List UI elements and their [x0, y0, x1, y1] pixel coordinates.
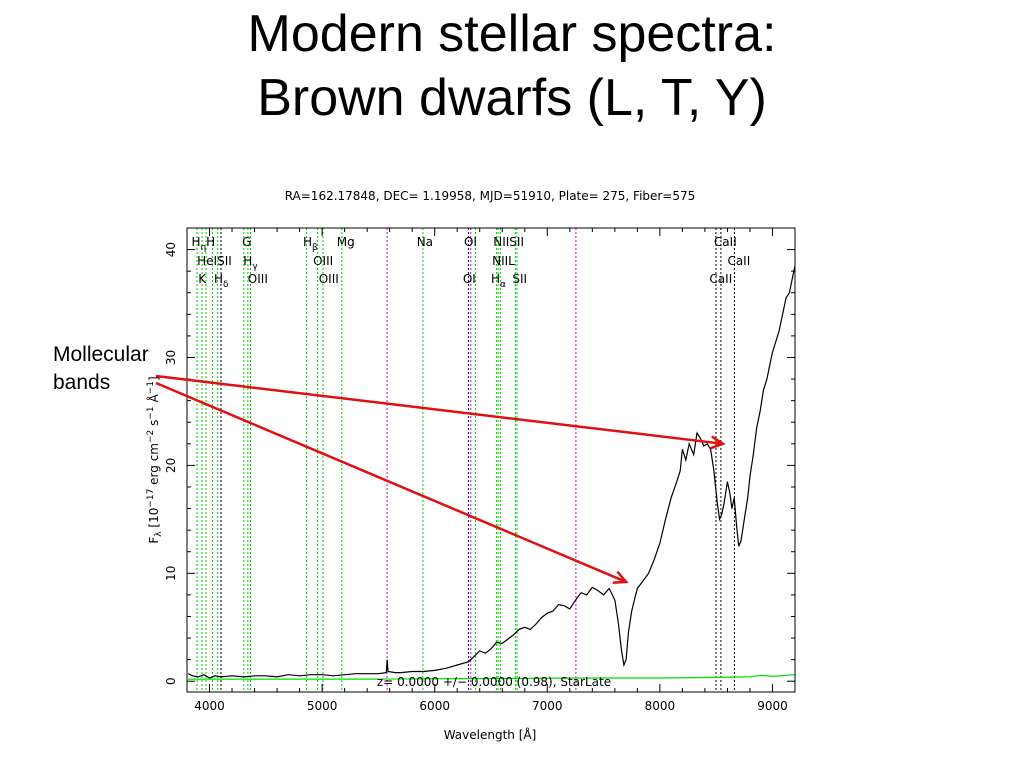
- line-label-7: NIISII: [493, 235, 524, 249]
- line-label-20: SII: [512, 272, 527, 286]
- y-label-main: F: [147, 537, 161, 544]
- line-label-14: K: [198, 272, 207, 286]
- redshift-annotation: z= 0.0000 +/− 0.0000 (0.98), StarLate: [377, 675, 611, 689]
- line-label-3: Hβ: [303, 235, 318, 253]
- y-axis-ticks: 0 10 20 30 40: [164, 227, 795, 685]
- y-label-sub: λ: [154, 531, 164, 537]
- x-tick-label-0: 4000: [194, 699, 225, 713]
- y-label-exp4: −1: [146, 381, 156, 394]
- series-line-1: [188, 674, 796, 680]
- y-label-exp3: −1: [146, 406, 156, 419]
- y-label-close: ]: [147, 376, 161, 381]
- y-label-exp2: −2: [146, 430, 156, 443]
- callout-arrow-1: [155, 381, 627, 584]
- data-series: [187, 265, 796, 680]
- slide-title-line2: Brown dwarfs (L, T, Y): [257, 69, 767, 127]
- y-tick-label-2: 20: [164, 458, 178, 473]
- y-tick-label-3: 30: [164, 350, 178, 365]
- y-tick-label-1: 10: [164, 566, 178, 581]
- y-label-mid: erg cm: [147, 443, 161, 489]
- x-axis-ticks: 4000 5000 6000 7000 8000 9000: [186, 228, 796, 713]
- line-label-12: NIIL: [492, 254, 515, 268]
- x-axis-label: Wavelength [Å]: [444, 727, 537, 742]
- line-label-9: HeISII: [197, 254, 232, 268]
- line-label-4: Mg: [337, 235, 355, 249]
- callout-arrow-0: [155, 374, 724, 446]
- plot-title: RA=162.17848, DEC= 1.19958, MJD=51910, P…: [285, 189, 696, 203]
- line-label-18: OI: [463, 272, 476, 286]
- line-label-8: CaII: [714, 235, 737, 249]
- line-label-19: Hα: [491, 272, 506, 290]
- line-label-1: H: [206, 235, 215, 249]
- x-tick-label-5: 9000: [757, 699, 788, 713]
- line-label-16: OIII: [248, 272, 268, 286]
- x-tick-label-2: 6000: [419, 699, 450, 713]
- series-line-0: [187, 265, 796, 679]
- line-markers: [196, 228, 735, 692]
- callout-line2: bands: [53, 371, 111, 394]
- line-label-6: OI: [464, 235, 477, 249]
- callout-arrows: [155, 374, 726, 585]
- callout-label: Mollecular bands: [53, 341, 149, 397]
- plot-frame: [186, 227, 796, 693]
- slide-title-line1: Modern stellar spectra:: [247, 5, 777, 63]
- line-label-13: CaII: [727, 254, 750, 268]
- x-tick-label-1: 5000: [307, 699, 338, 713]
- y-label-exp1: −17: [146, 489, 156, 508]
- line-label-2: G: [242, 235, 251, 249]
- line-label-11: OIII: [313, 254, 333, 268]
- y-label-rest: [10: [147, 508, 161, 532]
- slide-title: Modern stellar spectra: Brown dwarfs (L,…: [0, 2, 1024, 130]
- y-tick-label-4: 40: [164, 242, 178, 257]
- line-label-5: Na: [417, 235, 433, 249]
- line-label-21: CaII: [709, 272, 732, 286]
- y-tick-label-0: 0: [164, 677, 178, 685]
- line-label-15: Hδ: [214, 272, 229, 290]
- y-axis-label: Fλ [10−17 erg cm−2 s−1 Å−1]: [146, 376, 164, 543]
- x-tick-label-4: 8000: [645, 699, 676, 713]
- callout-arrowhead-1: [612, 570, 629, 585]
- line-label-17: OIII: [319, 272, 339, 286]
- callout-arrowhead-0: [709, 435, 726, 450]
- callout-line1: Mollecular: [53, 343, 149, 366]
- y-label-mid2: s: [147, 420, 161, 430]
- y-label-end: Å: [146, 394, 161, 407]
- x-tick-label-3: 7000: [532, 699, 563, 713]
- line-label-0: Hη: [192, 235, 207, 253]
- line-label-10: Hγ: [243, 254, 258, 272]
